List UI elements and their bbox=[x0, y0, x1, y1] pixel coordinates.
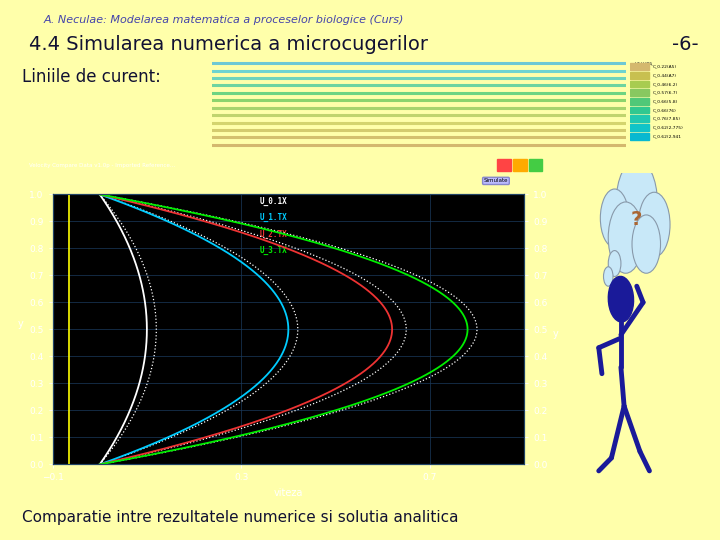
Y-axis label: y: y bbox=[18, 319, 24, 329]
Bar bbox=[630, 124, 649, 131]
Circle shape bbox=[608, 202, 643, 273]
Bar bbox=[498, 159, 510, 171]
Text: C_0.76(7.85): C_0.76(7.85) bbox=[653, 117, 681, 121]
Text: C_0.22(A5): C_0.22(A5) bbox=[653, 64, 677, 69]
Text: -6-: -6- bbox=[672, 35, 698, 54]
Text: C_0.62(2,775): C_0.62(2,775) bbox=[653, 125, 684, 130]
Ellipse shape bbox=[608, 276, 634, 322]
Text: U_3.TX: U_3.TX bbox=[260, 246, 288, 255]
Y-axis label: y: y bbox=[553, 329, 559, 340]
Bar bbox=[529, 159, 542, 171]
Circle shape bbox=[608, 251, 621, 276]
Bar bbox=[630, 89, 649, 96]
Bar bbox=[630, 80, 649, 87]
Text: U_1.TX: U_1.TX bbox=[260, 213, 288, 222]
Text: A. Neculae: Modelarea matematica a proceselor biologice (Curs): A. Neculae: Modelarea matematica a proce… bbox=[43, 15, 404, 25]
Text: C_0.44(A7): C_0.44(A7) bbox=[653, 73, 677, 77]
Circle shape bbox=[632, 215, 660, 273]
Text: ?: ? bbox=[631, 210, 642, 230]
Bar bbox=[630, 107, 649, 113]
Text: C_0.66(76): C_0.66(76) bbox=[653, 108, 677, 112]
Bar bbox=[630, 133, 649, 140]
Text: C_0.62(2,941: C_0.62(2,941 bbox=[653, 134, 682, 138]
Bar bbox=[513, 159, 526, 171]
Text: Comparatie intre rezultatele numerice si solutia analitica: Comparatie intre rezultatele numerice si… bbox=[22, 510, 458, 525]
Text: U_2.TX: U_2.TX bbox=[260, 230, 288, 239]
Text: C_0.57(6.7): C_0.57(6.7) bbox=[653, 91, 678, 94]
Bar bbox=[630, 63, 649, 70]
Circle shape bbox=[600, 189, 629, 247]
Text: C_0.66(5.8): C_0.66(5.8) bbox=[653, 99, 678, 103]
Text: VALUTA: VALUTA bbox=[635, 62, 654, 67]
X-axis label: viteza: viteza bbox=[274, 488, 303, 498]
Circle shape bbox=[639, 192, 670, 257]
Bar bbox=[630, 116, 649, 122]
Text: U_0.1X: U_0.1X bbox=[260, 197, 288, 206]
Text: Liniile de curent:: Liniile de curent: bbox=[22, 68, 161, 85]
Text: Simulate: Simulate bbox=[484, 178, 508, 184]
Circle shape bbox=[616, 160, 657, 244]
Bar bbox=[630, 72, 649, 79]
Circle shape bbox=[603, 267, 613, 286]
Text: C_0.46(6.2): C_0.46(6.2) bbox=[653, 82, 678, 86]
Text: 4.4 Simularea numerica a microcugerilor: 4.4 Simularea numerica a microcugerilor bbox=[29, 35, 428, 54]
Bar bbox=[630, 98, 649, 105]
Text: Velocity Compare Data v1.0p - Imported Reference...: Velocity Compare Data v1.0p - Imported R… bbox=[29, 163, 175, 168]
